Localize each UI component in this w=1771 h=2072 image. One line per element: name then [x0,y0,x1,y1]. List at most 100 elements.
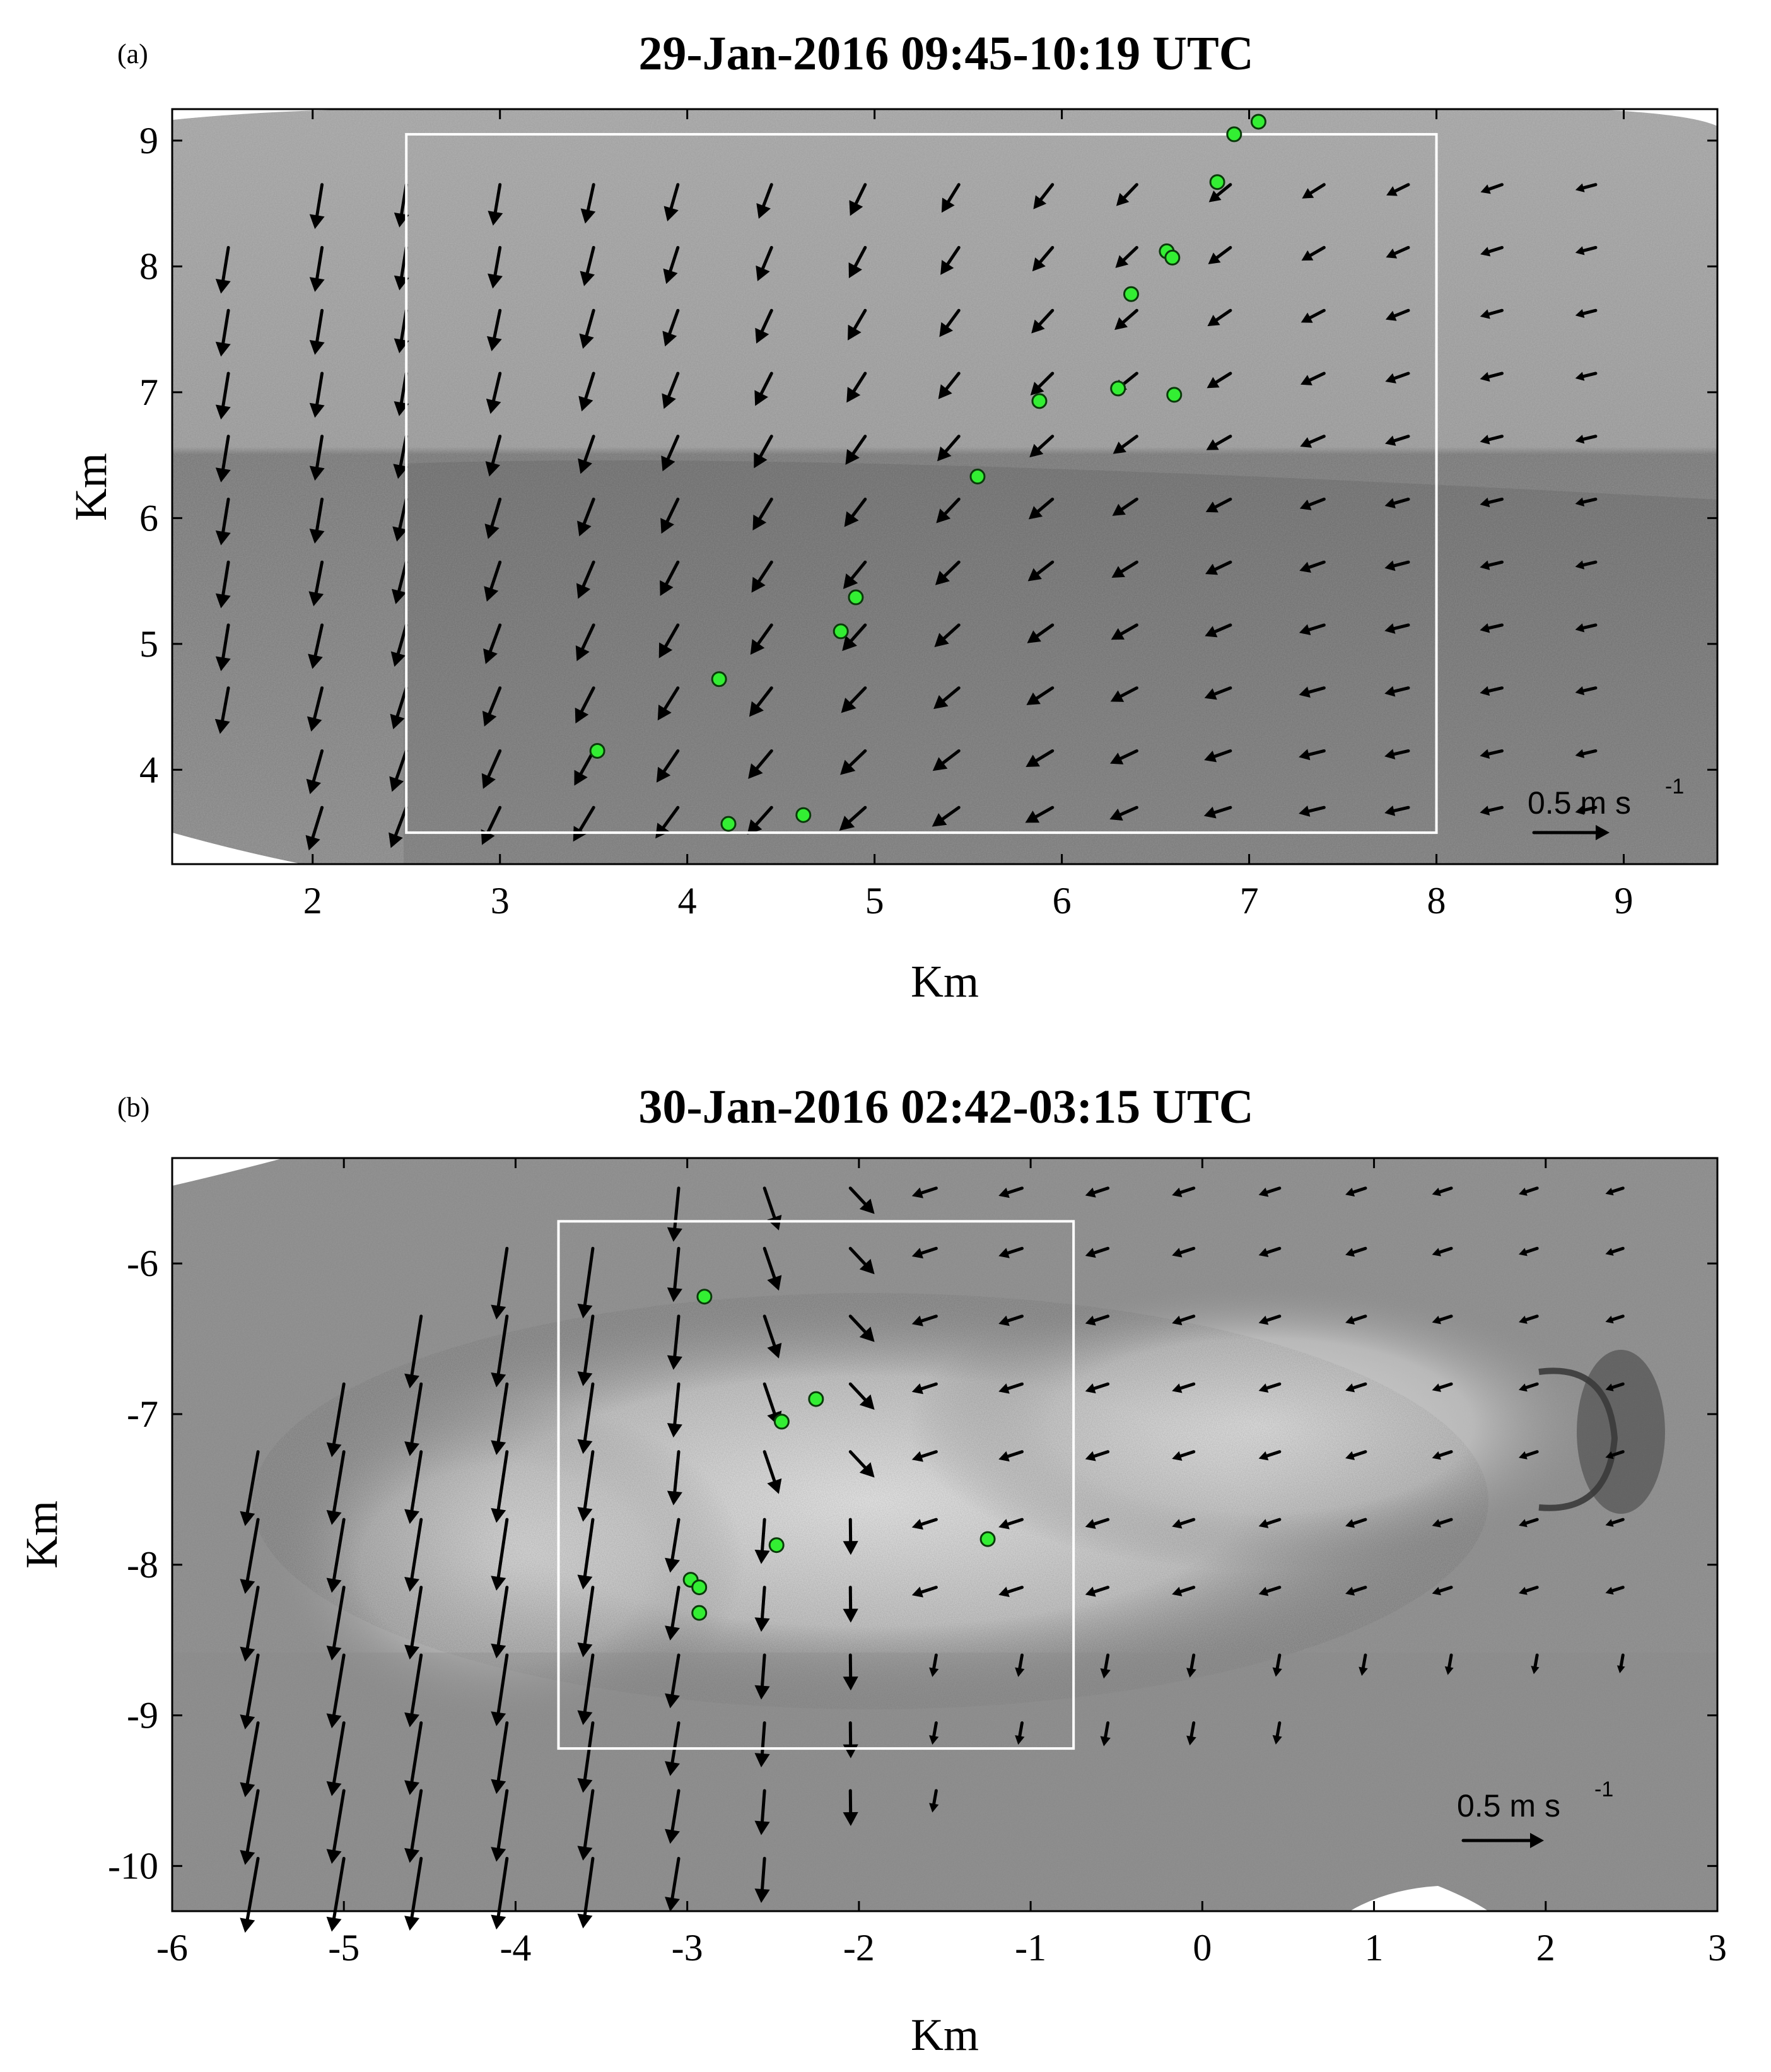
wind-vector-head [1085,1586,1096,1597]
wind-vector [1299,805,1326,817]
wind-vector [491,1518,509,1591]
wind-vector [491,1721,509,1794]
wind-vector-head [1345,1248,1355,1257]
wind-vector [756,245,773,281]
wind-vector [575,623,595,662]
wind-vector [665,1856,681,1912]
wind-vector [215,245,231,294]
wind-vector-shaft [1265,1450,1282,1458]
wind-vector [309,183,325,230]
wind-vector-shaft [1582,183,1598,190]
panel-a-markers [589,114,1266,832]
wind-vector-shaft [221,560,230,597]
wind-vector-head [767,1275,782,1291]
wind-vector-head [1345,1187,1355,1197]
wind-vector-shaft [493,183,502,214]
wind-vector-head [667,1227,682,1242]
wind-vector-head [662,331,677,347]
wind-vector-head [998,1451,1010,1462]
wind-vector [911,1382,938,1395]
wind-vector [1386,245,1410,259]
wind-vector [661,435,680,472]
panel-a-y-ticks: 4 5 6 7 8 9 [139,120,1717,790]
wind-vector-head [575,707,589,723]
wind-vector-head [998,1586,1010,1598]
wind-vector-head [1605,1383,1614,1391]
wind-vector-head [935,570,950,585]
wind-vector [491,1246,509,1320]
wind-vector-shaft [662,749,680,773]
wind-vector-head [859,1258,875,1275]
wind-vector-shaft [1308,308,1326,320]
wind-vector [491,1856,509,1930]
wind-vector-head [667,1423,682,1438]
wind-vector [843,1586,858,1623]
wind-vector-shaft [488,623,502,653]
wind-vector-shaft [851,497,867,518]
wind-vector-head [934,633,949,647]
wind-vector-head [481,773,496,789]
wind-vector [1032,245,1055,272]
wind-vector-shaft [1392,686,1410,693]
wind-vector-head [1028,506,1043,520]
wind-vector [240,1856,260,1933]
wind-vector [1575,749,1598,759]
wind-vector-head [1085,1315,1096,1326]
wind-vector-shaft [1265,1382,1282,1390]
wind-vector-shaft [1119,560,1138,573]
panel-b-scale-sup: -1 [1594,1777,1613,1801]
wind-vector-head [844,511,859,527]
wind-vector-head [240,1782,255,1798]
wind-vector-head [1480,372,1490,382]
wind-vector-shaft [1309,245,1326,257]
wind-vector-head [491,1507,506,1523]
a-xtick-label: 3 [491,880,510,922]
wind-vector [1300,435,1326,448]
wind-vector [1302,183,1326,199]
wind-vector-shaft [1438,1186,1453,1194]
wind-vector-shaft [1582,749,1598,756]
wind-vector [404,1450,423,1525]
wind-vector-head [655,822,670,839]
wind-vector-head [1172,1187,1183,1198]
wind-vector [940,245,961,275]
wind-vector-head [658,642,673,658]
wind-vector-head [756,203,771,219]
wind-vector [1204,686,1232,700]
wind-vector-shaft [332,1586,346,1649]
wind-vector-shaft [1611,1246,1625,1254]
b-xtick-label: -3 [672,1927,703,1969]
wind-vector-head [309,465,325,481]
wind-vector [1575,686,1598,696]
wind-vector-shaft [1487,686,1504,693]
wind-vector-head [747,819,763,835]
wind-vector-head [1575,749,1585,759]
wind-vector-shaft [410,1721,423,1783]
wind-vector-shaft [586,183,595,212]
wind-vector [240,1653,260,1730]
wind-vector-head [767,1342,782,1359]
wind-vector-shaft [1361,1653,1367,1670]
wind-vector-shaft [1265,1314,1282,1322]
wind-vector-head [1480,435,1490,445]
wind-vector [1345,1246,1367,1257]
wind-vector [488,245,503,289]
wind-vector-head [1575,372,1585,381]
wind-vector-head [577,1913,593,1929]
wind-vector-shaft [1214,372,1232,384]
wind-vector-shaft [848,1186,867,1206]
wind-vector-shaft [496,1246,509,1308]
track-point [969,469,986,485]
wind-vector [655,805,680,839]
wind-vector-head [938,384,952,399]
wind-vector-shaft [763,1314,776,1347]
wind-vector [1386,183,1410,196]
wind-vector-shaft [761,1789,766,1823]
wind-vector [240,1789,260,1865]
wind-vector [929,1789,939,1813]
wind-vector [754,1653,770,1700]
wind-vector [1605,1314,1625,1324]
wind-vector-shaft [221,435,230,471]
a-xtick-label: 9 [1615,880,1634,922]
wind-vector-shaft [945,372,961,390]
